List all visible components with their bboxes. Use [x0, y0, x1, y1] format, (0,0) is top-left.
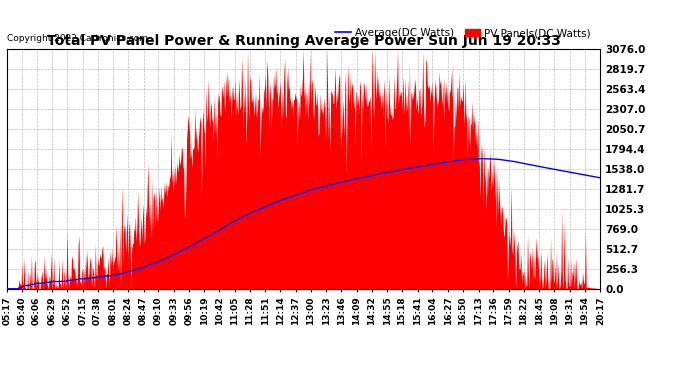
- Text: Copyright 2022 Cartronics.com: Copyright 2022 Cartronics.com: [7, 34, 148, 44]
- Title: Total PV Panel Power & Running Average Power Sun Jun 19 20:33: Total PV Panel Power & Running Average P…: [47, 34, 560, 48]
- Legend: Average(DC Watts), PV Panels(DC Watts): Average(DC Watts), PV Panels(DC Watts): [331, 24, 595, 42]
